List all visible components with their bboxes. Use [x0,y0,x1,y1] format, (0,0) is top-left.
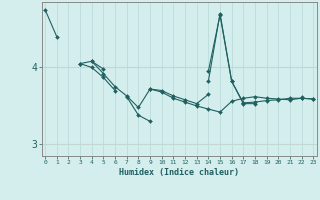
X-axis label: Humidex (Indice chaleur): Humidex (Indice chaleur) [119,168,239,177]
